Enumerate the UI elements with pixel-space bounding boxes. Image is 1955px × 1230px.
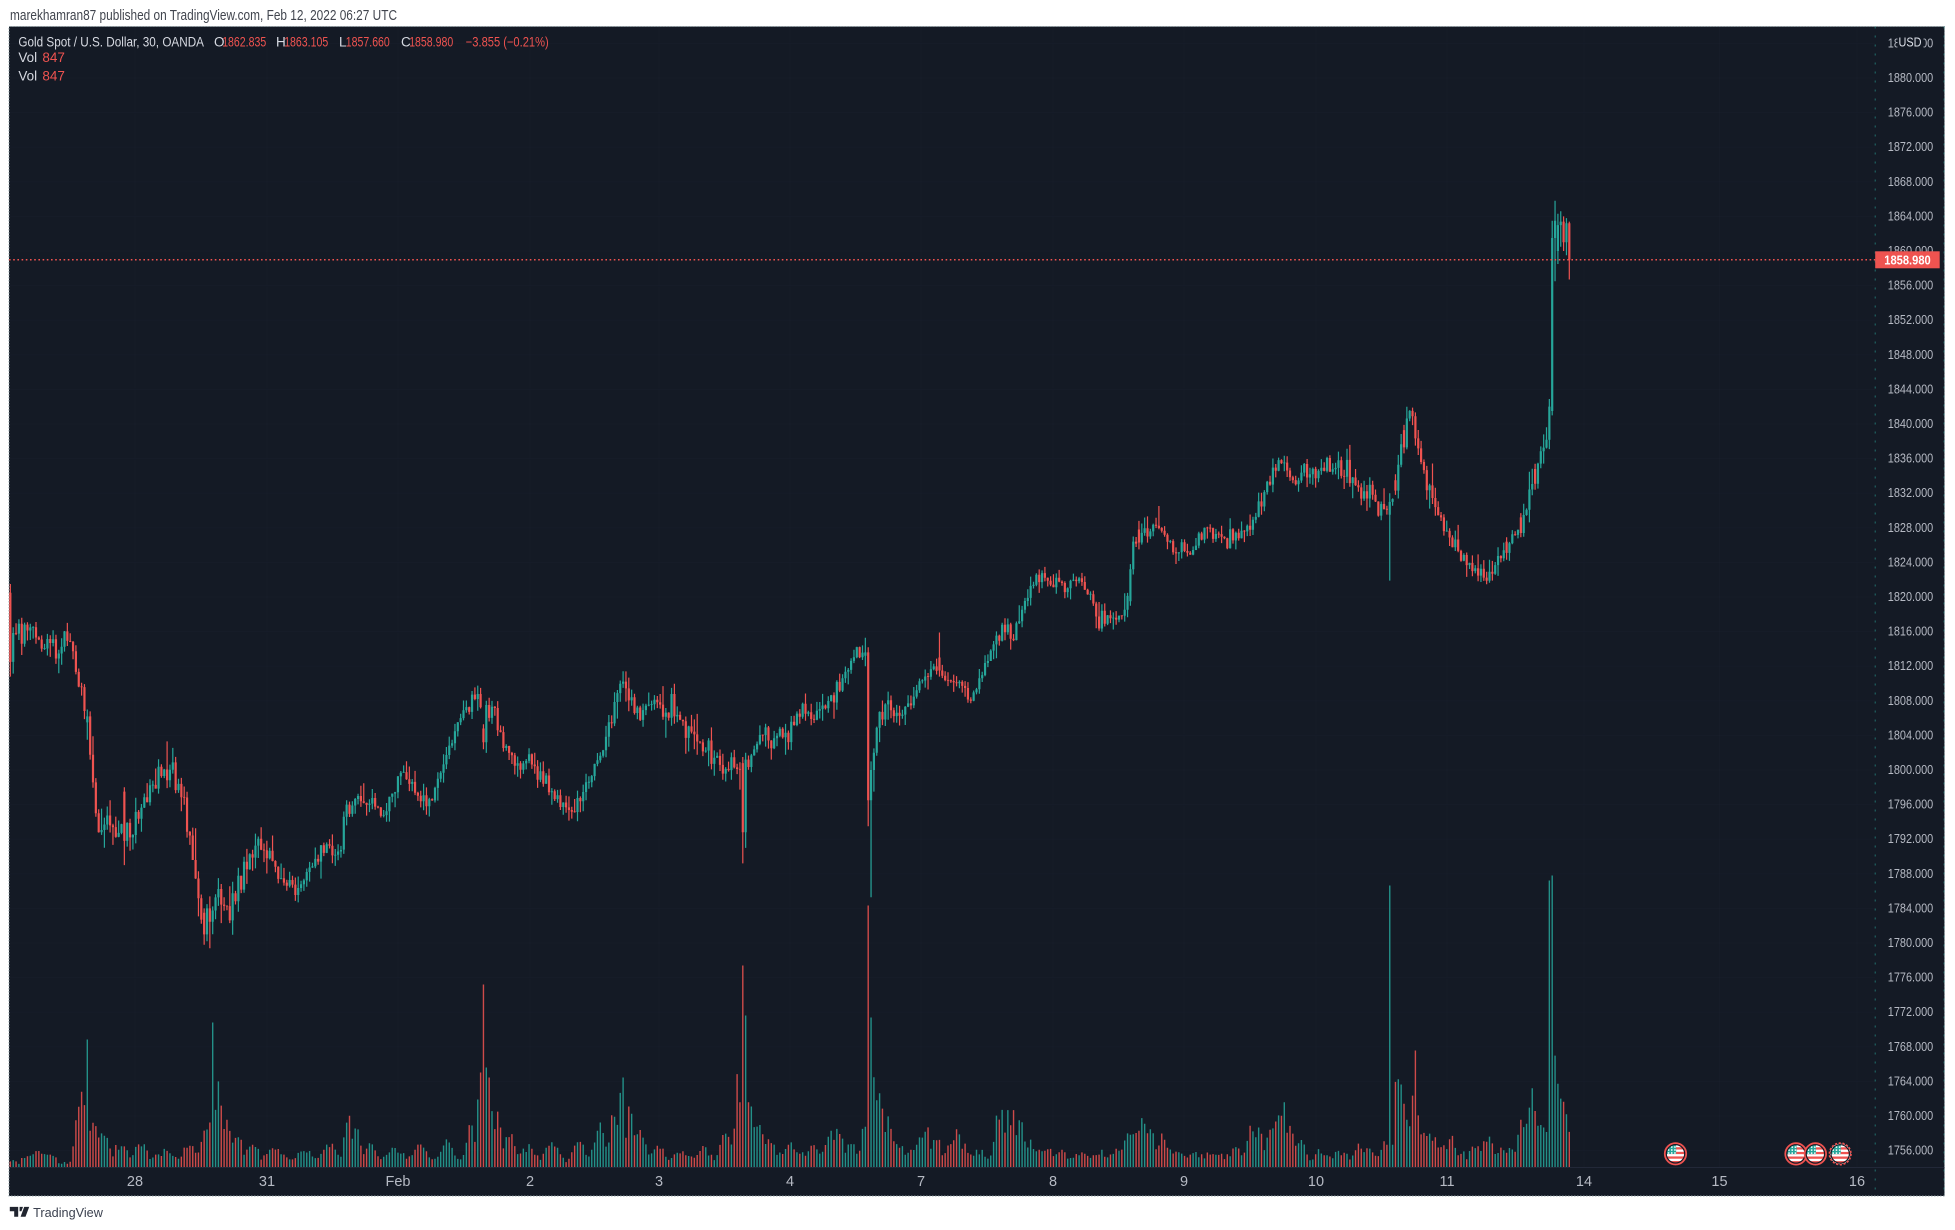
- svg-text:16: 16: [1849, 1174, 1865, 1190]
- svg-text:Vol: Vol: [18, 68, 37, 83]
- svg-text:1876.000: 1876.000: [1888, 106, 1934, 120]
- svg-text:1804.000: 1804.000: [1888, 728, 1934, 742]
- svg-text:1784.000: 1784.000: [1888, 901, 1934, 915]
- svg-text:1800.000: 1800.000: [1888, 763, 1934, 777]
- svg-text:1862.835: 1862.835: [222, 35, 266, 50]
- svg-text:1780.000: 1780.000: [1888, 936, 1934, 950]
- svg-text:1760.000: 1760.000: [1888, 1109, 1934, 1123]
- svg-text:1863.105: 1863.105: [284, 35, 328, 50]
- svg-text:1768.000: 1768.000: [1888, 1040, 1934, 1054]
- svg-text:1848.000: 1848.000: [1888, 348, 1934, 362]
- svg-text:1858.980: 1858.980: [1884, 253, 1930, 267]
- svg-text:847: 847: [42, 68, 65, 83]
- svg-text:847: 847: [42, 50, 65, 65]
- svg-text:1856.000: 1856.000: [1888, 279, 1934, 293]
- svg-text:1756.000: 1756.000: [1888, 1144, 1934, 1158]
- svg-text:9: 9: [1180, 1174, 1188, 1190]
- svg-text:1864.000: 1864.000: [1888, 209, 1934, 223]
- svg-text:1858.980: 1858.980: [409, 35, 453, 50]
- svg-text:1868.000: 1868.000: [1888, 175, 1934, 189]
- svg-text:marekhamran87 published on Tra: marekhamran87 published on TradingView.c…: [10, 8, 397, 24]
- svg-text:15: 15: [1711, 1174, 1727, 1190]
- svg-text:O: O: [214, 35, 225, 50]
- svg-text:1880.000: 1880.000: [1888, 71, 1934, 85]
- svg-text:1816.000: 1816.000: [1888, 625, 1934, 639]
- svg-text:1772.000: 1772.000: [1888, 1005, 1934, 1019]
- svg-text:31: 31: [259, 1174, 275, 1190]
- svg-text:1764.000: 1764.000: [1888, 1074, 1934, 1088]
- svg-text:H: H: [276, 35, 286, 50]
- svg-text:10: 10: [1308, 1174, 1324, 1190]
- svg-text:1852.000: 1852.000: [1888, 313, 1934, 327]
- svg-text:1828.000: 1828.000: [1888, 521, 1934, 535]
- svg-text:1820.000: 1820.000: [1888, 590, 1934, 604]
- svg-text:1792.000: 1792.000: [1888, 832, 1934, 846]
- svg-text:1812.000: 1812.000: [1888, 659, 1934, 673]
- svg-text:USD: USD: [1899, 35, 1922, 49]
- svg-text:1872.000: 1872.000: [1888, 140, 1934, 154]
- svg-text:3: 3: [655, 1174, 663, 1190]
- svg-text:8: 8: [1049, 1174, 1057, 1190]
- svg-text:2: 2: [526, 1174, 534, 1190]
- svg-text:1857.660: 1857.660: [346, 35, 390, 50]
- svg-text:Feb: Feb: [386, 1174, 411, 1190]
- svg-text:1840.000: 1840.000: [1888, 417, 1934, 431]
- svg-text:14: 14: [1576, 1174, 1592, 1190]
- svg-text:4: 4: [786, 1174, 794, 1190]
- svg-text:1808.000: 1808.000: [1888, 694, 1934, 708]
- svg-text:11: 11: [1439, 1174, 1454, 1190]
- svg-text:Vol: Vol: [18, 50, 37, 65]
- svg-text:1836.000: 1836.000: [1888, 452, 1934, 466]
- svg-text:28: 28: [127, 1174, 143, 1190]
- svg-text:1776.000: 1776.000: [1888, 971, 1934, 985]
- svg-text:1788.000: 1788.000: [1888, 867, 1934, 881]
- svg-text:L: L: [339, 35, 347, 50]
- svg-text:1832.000: 1832.000: [1888, 486, 1934, 500]
- svg-text:C: C: [401, 35, 411, 50]
- svg-text:1796.000: 1796.000: [1888, 798, 1934, 812]
- svg-text:TradingView: TradingView: [33, 1205, 103, 1220]
- svg-text:−3.855 (−0.21%): −3.855 (−0.21%): [466, 35, 549, 50]
- svg-text:1824.000: 1824.000: [1888, 555, 1934, 569]
- svg-text:7: 7: [917, 1174, 925, 1190]
- svg-text:Gold Spot / U.S. Dollar, 30, O: Gold Spot / U.S. Dollar, 30, OANDA: [18, 35, 204, 50]
- svg-text:1844.000: 1844.000: [1888, 382, 1934, 396]
